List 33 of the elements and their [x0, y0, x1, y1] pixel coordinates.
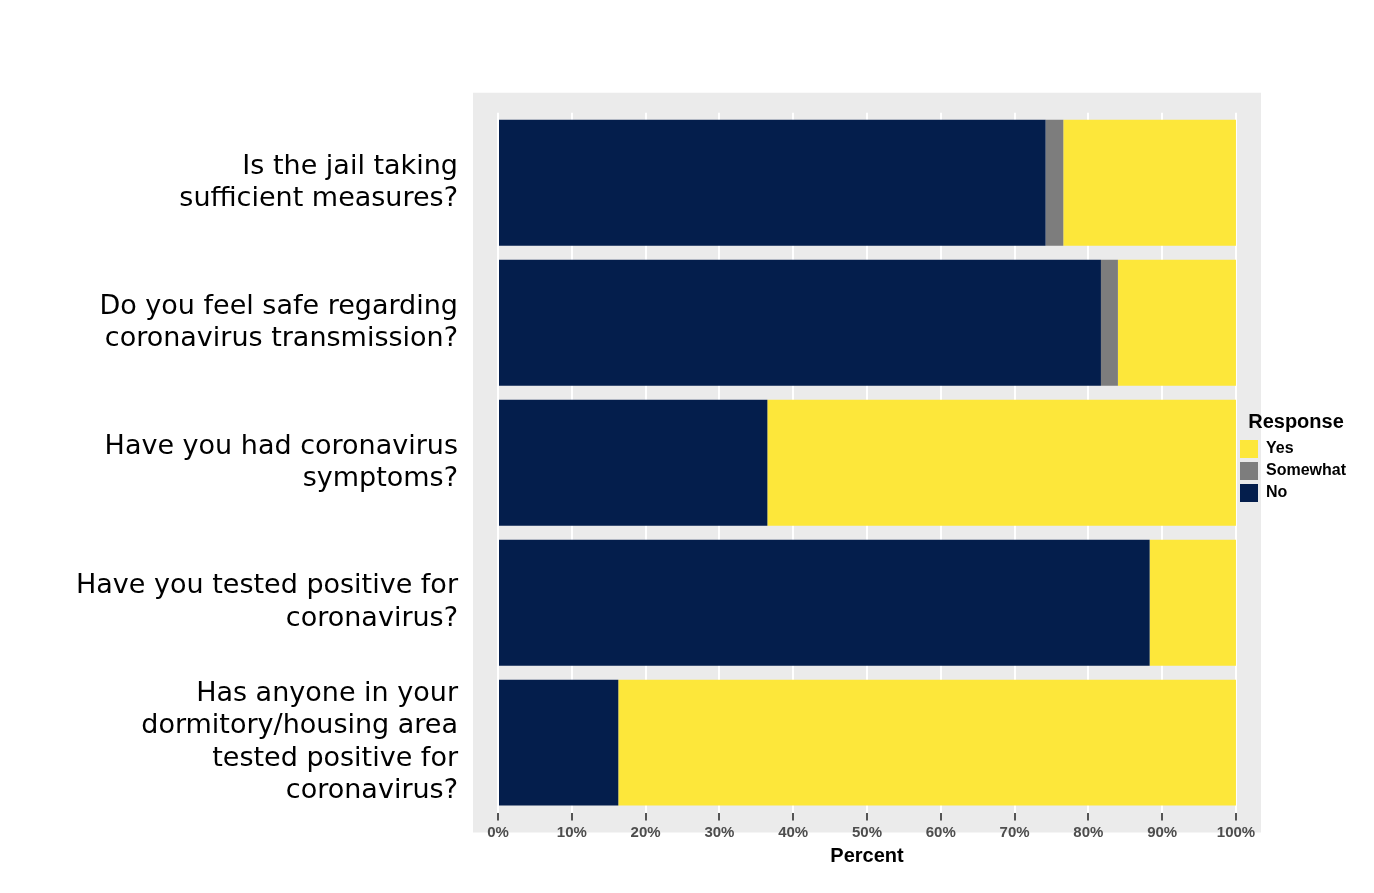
legend-label: No	[1265, 483, 1288, 501]
bar	[1063, 119, 1236, 246]
x-tick-label: 10%	[556, 822, 587, 840]
bar	[499, 259, 1101, 386]
legend-title: Response	[1248, 409, 1344, 432]
x-tick-label: 50%	[851, 822, 883, 840]
y-tick-label: Is the jail taking sufficient measures?	[179, 148, 458, 212]
bar	[499, 399, 768, 526]
x-tick-label: 40%	[778, 822, 809, 840]
bar	[499, 679, 619, 806]
bar	[1117, 259, 1236, 386]
bar	[1149, 539, 1236, 666]
legend-label: Yes	[1265, 439, 1294, 457]
y-tick-label: Has anyone in your dormitory/housing area tested positive for coronavirus?	[141, 676, 459, 805]
x-tick-label: 90%	[1147, 822, 1178, 840]
y-tick-label: Do you feel safe regarding coronavirus transmission?	[99, 288, 458, 352]
x-tick-label: 20%	[630, 822, 661, 840]
bar	[767, 399, 1236, 526]
bar	[499, 539, 1150, 666]
x-tick-label: 70%	[999, 822, 1030, 840]
x-tick-label: 80%	[1073, 822, 1104, 840]
x-tick-label: 0%	[487, 822, 509, 840]
bar	[618, 679, 1236, 806]
bar	[499, 119, 1046, 246]
x-axis-title: Percent	[830, 844, 905, 867]
legend-label: Somewhat	[1265, 461, 1347, 479]
bar	[1045, 119, 1064, 246]
x-tick-label: 60%	[925, 822, 956, 840]
x-tick-label: 30%	[704, 822, 735, 840]
y-tick-label: Have you tested positive for coronavirus?	[75, 568, 459, 632]
bar	[1100, 259, 1118, 386]
x-tick-label: 100%	[1216, 822, 1256, 840]
y-tick-label: Have you had coronavirus symptoms?	[104, 428, 458, 492]
